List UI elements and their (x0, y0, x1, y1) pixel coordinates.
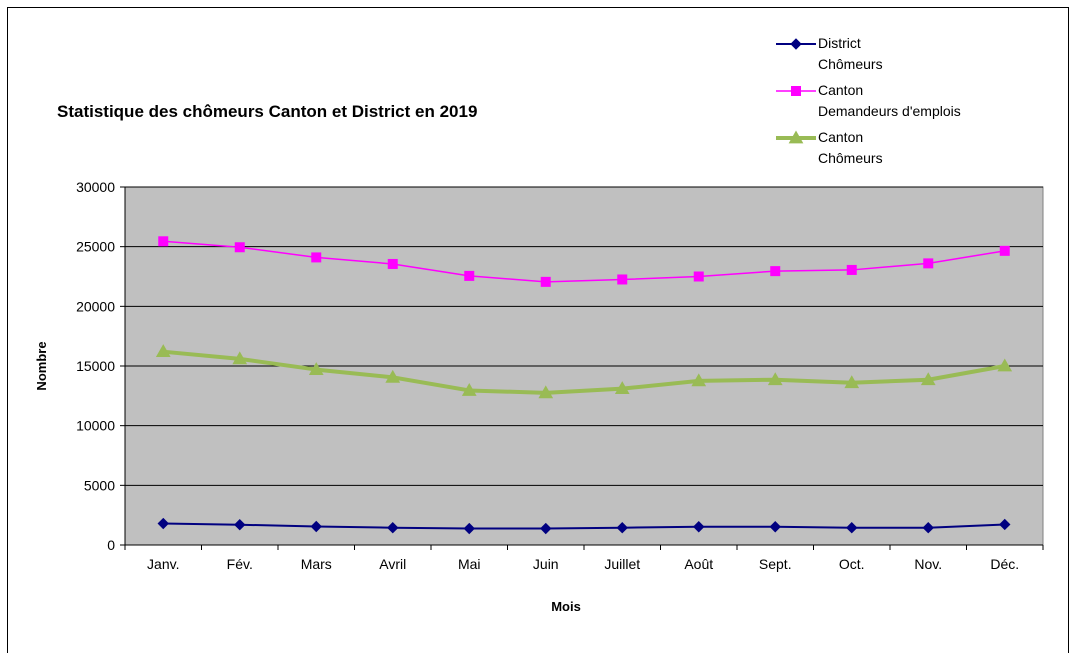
data-point (310, 520, 322, 533)
data-point (234, 519, 246, 531)
gridlines (125, 186, 1043, 486)
x-tick-label: Oct. (839, 556, 865, 572)
legend-marker (790, 38, 802, 50)
data-point (461, 382, 477, 396)
data-point (693, 271, 704, 282)
data-point (769, 521, 781, 533)
data-point (922, 521, 934, 534)
x-tick-label: Fév. (227, 556, 253, 572)
x-tick-label: Juin (533, 556, 559, 572)
data-point (770, 266, 781, 277)
data-point (157, 517, 169, 530)
y-axis-title: Nombre (34, 341, 49, 390)
x-tick-label: Avril (379, 556, 406, 572)
data-point (614, 381, 630, 395)
series-1 (157, 517, 1011, 535)
y-tick-label: 0 (107, 537, 115, 553)
x-tick-label: Déc. (990, 556, 1019, 572)
data-point (617, 274, 628, 285)
legend-entry: Canton Chômeurs (776, 129, 883, 166)
data-point (693, 521, 705, 533)
series-3 (155, 344, 1013, 399)
data-point (844, 375, 860, 389)
x-tick-label: Nov. (914, 556, 942, 572)
data-point (846, 521, 858, 534)
y-tick-label: 30000 (76, 179, 115, 195)
data-point (767, 372, 783, 386)
data-point (232, 351, 248, 365)
x-tick-label: Mars (301, 556, 332, 572)
series-line (163, 240, 1005, 283)
x-tick-label: Sept. (759, 556, 792, 572)
data-point (540, 522, 552, 535)
chart-title: Statistique des chômeurs Canton et Distr… (57, 102, 477, 121)
data-point (923, 258, 934, 269)
legend-marker (791, 86, 801, 96)
legend: District Chômeurs Canton Demandeurs d'emplo… (776, 35, 961, 166)
legend-label-line1: District (818, 35, 861, 51)
x-tick-label: Août (684, 556, 713, 572)
data-point (308, 362, 324, 375)
legend-label-line1: Canton (818, 129, 863, 145)
data-point (846, 264, 857, 275)
data-point (387, 258, 398, 269)
data-point (387, 521, 399, 534)
data-point (463, 522, 475, 535)
data-point (999, 518, 1011, 531)
legend-label-line2: Demandeurs d'emplois (818, 103, 961, 119)
series-lines (155, 236, 1013, 535)
legend-entry: Canton Demandeurs d'emplois (776, 82, 961, 119)
axes: 0 5000 10000 15000 20000 25000 30000 Janv. Fév. M… (76, 179, 1044, 572)
data-point (920, 372, 936, 386)
data-point (997, 358, 1013, 372)
legend-label-line1: Canton (818, 82, 863, 98)
y-tick-label: 20000 (76, 298, 115, 314)
series-line (163, 522, 1005, 530)
y-tick-label: 10000 (76, 418, 115, 434)
data-point (538, 385, 554, 399)
x-tick-label: Janv. (147, 556, 179, 572)
x-tick-label: Juillet (604, 556, 640, 572)
series-line (163, 349, 1006, 395)
x-tick-label: Mai (458, 556, 481, 572)
series-2 (158, 236, 1010, 287)
data-point (540, 276, 551, 287)
data-point (691, 373, 707, 387)
y-tick-label: 5000 (84, 477, 115, 493)
data-point (616, 521, 628, 534)
y-tick-label: 25000 (76, 239, 115, 255)
legend-label-line2: Chômeurs (818, 150, 883, 166)
legend-entry: District Chômeurs (776, 35, 883, 72)
data-point (234, 242, 245, 253)
data-point (999, 245, 1010, 256)
data-point (158, 236, 169, 247)
data-point (155, 344, 171, 358)
data-point (464, 270, 475, 281)
legend-marker (788, 130, 804, 144)
data-point (385, 369, 401, 383)
y-tick-label: 15000 (76, 358, 115, 374)
legend-label-line2: Chômeurs (818, 56, 883, 72)
x-axis-title: Mois (551, 599, 581, 614)
data-point (311, 252, 322, 263)
